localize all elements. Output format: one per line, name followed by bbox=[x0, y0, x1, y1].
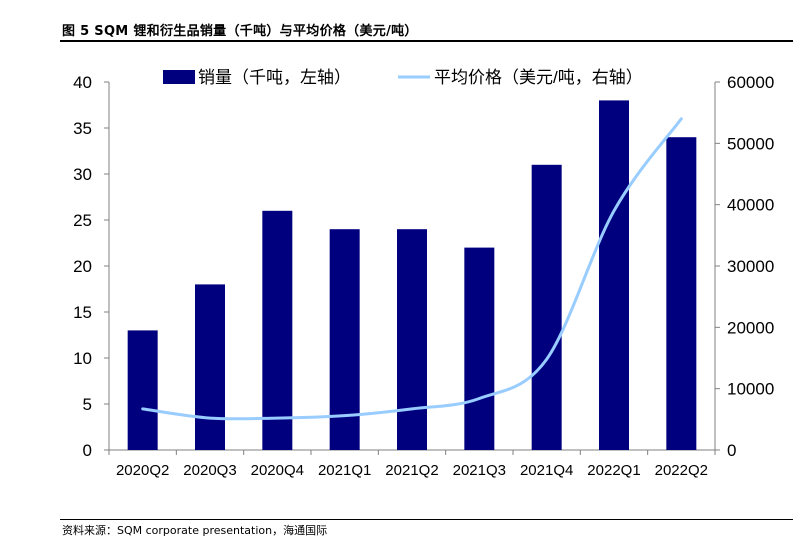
bar bbox=[464, 247, 495, 450]
left-tick-label: 15 bbox=[73, 303, 92, 322]
source-note: 资料来源：SQM corporate presentation，海通国际 bbox=[62, 524, 328, 537]
line-series bbox=[141, 117, 683, 421]
price-line bbox=[141, 117, 683, 421]
bar-series bbox=[127, 100, 697, 451]
bar bbox=[329, 229, 360, 450]
right-tick-label: 60000 bbox=[727, 73, 774, 92]
left-tick-label: 35 bbox=[73, 119, 92, 138]
right-tick-label: 20000 bbox=[727, 318, 774, 337]
x-tick-label: 2020Q2 bbox=[116, 462, 169, 479]
right-tick-label: 10000 bbox=[727, 380, 774, 399]
left-tick-label: 10 bbox=[73, 349, 92, 368]
legend-line-label: 平均价格（美元/吨，右轴） bbox=[434, 68, 643, 87]
bar bbox=[666, 137, 697, 450]
bar bbox=[531, 164, 562, 451]
left-tick-label: 40 bbox=[73, 73, 92, 92]
left-tick-label: 5 bbox=[83, 395, 92, 414]
right-tick-label: 50000 bbox=[727, 134, 774, 153]
bar bbox=[262, 210, 293, 450]
left-tick-label: 25 bbox=[73, 211, 92, 230]
bar bbox=[599, 100, 629, 451]
bar bbox=[195, 284, 225, 450]
legend-bar-swatch bbox=[163, 70, 195, 84]
x-tick-label: 2021Q3 bbox=[453, 462, 506, 479]
figure-title: 图 5 SQM 锂和衍生品销量（千吨）与平均价格（美元/吨） bbox=[62, 24, 418, 39]
x-tick-label: 2020Q3 bbox=[183, 462, 236, 479]
right-tick-label: 30000 bbox=[727, 257, 774, 276]
legend: 销量（千吨，左轴） 平均价格（美元/吨，右轴） bbox=[163, 68, 643, 87]
left-tick-label: 20 bbox=[73, 257, 92, 276]
left-tick-label: 30 bbox=[73, 165, 92, 184]
x-tick-label: 2021Q1 bbox=[318, 462, 371, 479]
x-tick-label: 2020Q4 bbox=[251, 462, 304, 479]
bar bbox=[127, 330, 158, 450]
title-rule bbox=[60, 40, 793, 42]
x-tick-label: 2021Q2 bbox=[385, 462, 438, 479]
bar bbox=[397, 229, 427, 450]
left-tick-label: 0 bbox=[83, 441, 92, 460]
x-tick-label: 2021Q4 bbox=[520, 462, 573, 479]
right-tick-label: 0 bbox=[727, 441, 736, 460]
x-tick-label: 2022Q2 bbox=[655, 462, 708, 479]
legend-bar-label: 销量（千吨，左轴） bbox=[198, 68, 351, 87]
footer-rule bbox=[60, 519, 793, 520]
tick-labels: 0 5 10 15 20 25 30 35 40 0 10000 20000 30000 40000 500… bbox=[73, 73, 774, 479]
x-tick-label: 2022Q1 bbox=[587, 462, 640, 479]
right-tick-label: 40000 bbox=[727, 196, 774, 215]
